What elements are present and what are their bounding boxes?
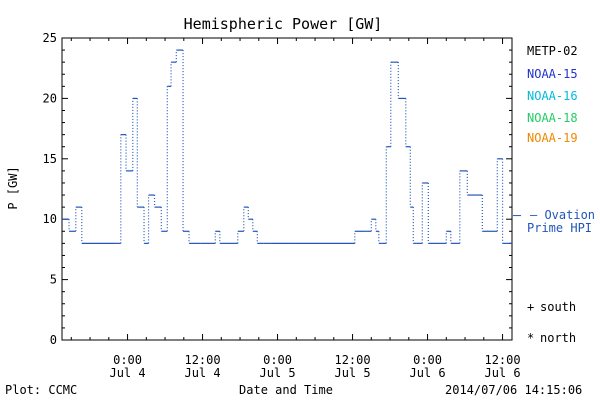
legend: METP-02 NOAA-15 NOAA-16 NOAA-18 NOAA-19 … <box>513 44 595 345</box>
y-tick-label: 20 <box>43 91 57 105</box>
x-tick-date-label: Jul 6 <box>409 366 445 380</box>
x-tick-time-label: 0:00 <box>263 353 292 367</box>
plot-frame <box>61 37 513 341</box>
chart-title: Hemispheric Power [GW] <box>184 15 383 33</box>
plot-area <box>62 49 512 244</box>
x-tick-date-label: Jul 5 <box>334 366 370 380</box>
legend-model-line1: — Ovation <box>530 208 595 222</box>
x-tick-time-label: 0:00 <box>113 353 142 367</box>
y-axis: 0 5 10 15 20 25 <box>43 31 512 347</box>
x-tick-date-label: Jul 4 <box>184 366 220 380</box>
legend-marker-south-label: south <box>540 300 576 314</box>
legend-model-line2: Prime HPI <box>527 221 592 235</box>
x-tick-date-label: Jul 4 <box>109 366 145 380</box>
legend-marker-north-label: north <box>540 331 576 345</box>
x-tick-time-label: 0:00 <box>413 353 442 367</box>
legend-satellite-noaa-15: NOAA-15 <box>527 67 578 81</box>
legend-satellite-noaa-18: NOAA-18 <box>527 111 578 125</box>
y-tick-label: 0 <box>50 333 57 347</box>
legend-satellite-noaa-16: NOAA-16 <box>527 89 578 103</box>
legend-marker-south-symbol: + <box>527 300 534 314</box>
y-tick-label: 5 <box>50 273 57 287</box>
x-tick-time-label: 12:00 <box>334 353 370 367</box>
x-tick-time-label: 12:00 <box>484 353 520 367</box>
y-tick-label: 25 <box>43 31 57 45</box>
y-tick-label: 10 <box>43 212 57 226</box>
axes-frame <box>61 37 513 341</box>
x-tick-date-label: Jul 6 <box>484 366 520 380</box>
legend-satellite-metp-02: METP-02 <box>527 44 578 58</box>
y-axis-label: P [GW] <box>6 166 20 209</box>
x-tick-time-label: 12:00 <box>184 353 220 367</box>
x-axis-label: Date and Time <box>239 383 333 397</box>
plot-credit: Plot: CCMC <box>5 383 77 397</box>
legend-marker-north-symbol: * <box>527 331 534 345</box>
legend-satellite-noaa-19: NOAA-19 <box>527 131 578 145</box>
plot-timestamp: 2014/07/06 14:15:06 <box>445 383 582 397</box>
x-tick-date-label: Jul 5 <box>259 366 295 380</box>
y-tick-label: 15 <box>43 152 57 166</box>
